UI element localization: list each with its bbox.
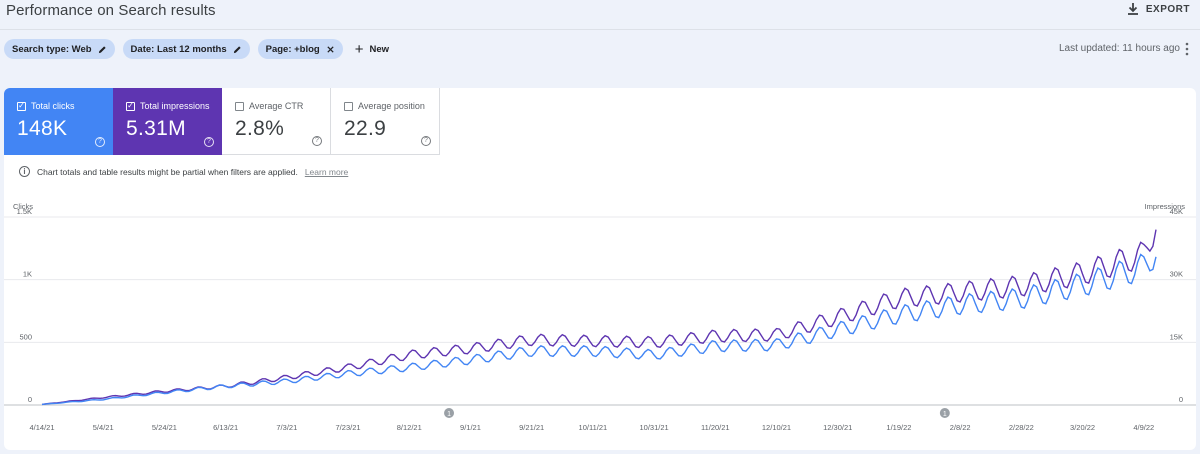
- y-left-axis-label: Clicks: [13, 202, 33, 211]
- x-tick-label: 8/12/21: [397, 423, 422, 432]
- metric-value: 5.31M: [126, 117, 186, 140]
- metric-label: Total clicks: [31, 101, 75, 111]
- annotation-marker: [939, 408, 950, 418]
- more-vert-icon[interactable]: [1182, 42, 1192, 56]
- y-left-tick-label: 0: [28, 395, 32, 404]
- y-right-tick-label: 0: [1179, 395, 1183, 404]
- x-tick-label: 9/1/21: [460, 423, 481, 432]
- metric-average-ctr[interactable]: Average CTR 2.8% ?: [222, 88, 331, 155]
- filter-chip-label: Date: Last 12 months: [130, 43, 227, 55]
- x-tick-label: 5/4/21: [93, 423, 114, 432]
- x-tick-label: 4/14/21: [29, 423, 54, 432]
- metric-label: Average CTR: [249, 101, 304, 111]
- metric-value: 148K: [17, 117, 68, 140]
- x-tick-label: 2/8/22: [950, 423, 971, 432]
- filter-chip-label: Search type: Web: [12, 43, 92, 55]
- annotation-marker-label: 1: [447, 411, 451, 418]
- x-tick-label: 2/28/22: [1009, 423, 1034, 432]
- notice-text: Chart totals and table results might be …: [37, 166, 298, 177]
- x-tick-label: 5/24/21: [152, 423, 177, 432]
- metric-header: ✓ Total impressions: [126, 101, 210, 111]
- close-icon[interactable]: [326, 45, 335, 54]
- x-tick-label: 10/11/21: [579, 423, 608, 432]
- metric-tabs: ✓ Total clicks 148K ? ✓ Total impression…: [4, 88, 440, 155]
- filter-chip-page[interactable]: Page: +blog: [257, 39, 343, 59]
- help-icon[interactable]: ?: [312, 136, 322, 146]
- x-tick-label: 9/21/21: [519, 423, 544, 432]
- filter-chip-date[interactable]: Date: Last 12 months: [122, 39, 250, 59]
- help-icon[interactable]: ?: [204, 137, 214, 147]
- new-filter-label: New: [369, 43, 390, 55]
- y-left-tick-label: 500: [19, 332, 32, 341]
- filter-bar: Search type: Web Date: Last 12 months Pa…: [4, 39, 389, 59]
- y-left-tick-label: 1K: [23, 270, 32, 279]
- checkbox-checked-icon[interactable]: ✓: [126, 101, 135, 111]
- x-tick-label: 6/13/21: [213, 423, 238, 432]
- metric-value: 22.9: [344, 117, 387, 140]
- x-tick-label: 3/20/22: [1070, 423, 1095, 432]
- y-right-tick-label: 45K: [1170, 207, 1183, 216]
- performance-chart: 1.5K 45K 1K 30K 500 15K 0 0 Clicks Impressions 4/1…: [4, 202, 1196, 432]
- pencil-icon[interactable]: [233, 45, 242, 54]
- filter-chip-label: Page: +blog: [265, 43, 320, 55]
- top-bar: Performance on Search results EXPORT: [0, 0, 1200, 30]
- series-line-impressions: [41, 229, 1157, 406]
- export-label: EXPORT: [1145, 3, 1190, 15]
- info-icon: i: [19, 166, 30, 177]
- performance-card: 1.5K 45K 1K 30K 500 15K 0 0 Clicks Impressions 4/1…: [4, 88, 1196, 450]
- help-icon[interactable]: ?: [95, 137, 105, 147]
- x-tick-label: 12/30/21: [823, 423, 852, 432]
- annotation-marker-label: 1: [943, 411, 947, 418]
- metric-label: Average position: [358, 101, 425, 111]
- page-title: Performance on Search results: [6, 2, 216, 19]
- metric-label: Total impressions: [140, 101, 210, 111]
- plus-icon: +: [354, 40, 364, 58]
- x-tick-label: 11/20/21: [701, 423, 730, 432]
- metric-header: Average CTR: [235, 101, 303, 111]
- download-icon: [1127, 3, 1138, 15]
- metric-total-clicks[interactable]: ✓ Total clicks 148K ?: [4, 88, 113, 155]
- learn-more-link[interactable]: Learn more: [304, 166, 349, 177]
- x-tick-label: 10/31/21: [639, 423, 668, 432]
- y-right-tick-label: 30K: [1170, 270, 1183, 279]
- x-tick-label: 7/3/21: [276, 423, 297, 432]
- pencil-icon[interactable]: [98, 45, 107, 54]
- help-icon[interactable]: ?: [421, 136, 431, 146]
- series-line-clicks: [41, 253, 1157, 406]
- y-right-axis-label: Impressions: [1145, 202, 1186, 211]
- y-right-tick-label: 15K: [1170, 332, 1183, 341]
- x-tick-label: 1/19/22: [886, 423, 911, 432]
- checkbox-checked-icon[interactable]: ✓: [17, 101, 26, 111]
- x-tick-label: 12/10/21: [762, 423, 791, 432]
- partial-results-notice: i Chart totals and table results might b…: [19, 166, 348, 177]
- metric-average-position[interactable]: Average position 22.9 ?: [331, 88, 440, 155]
- checkbox-unchecked-icon[interactable]: [344, 101, 353, 111]
- last-updated-text: Last updated: 11 hours ago: [1058, 43, 1180, 54]
- metric-header: Average position: [344, 101, 425, 111]
- export-button[interactable]: EXPORT: [1126, 2, 1190, 16]
- new-filter-button[interactable]: + New: [355, 42, 389, 57]
- x-tick-label: 4/9/22: [1133, 423, 1154, 432]
- metric-header: ✓ Total clicks: [17, 101, 75, 111]
- filter-chip-search-type[interactable]: Search type: Web: [4, 39, 115, 59]
- metric-value: 2.8%: [235, 117, 285, 140]
- y-left-tick-label: 1.5K: [17, 207, 32, 216]
- checkbox-unchecked-icon[interactable]: [235, 101, 244, 111]
- x-tick-label: 7/23/21: [336, 423, 361, 432]
- annotation-marker: [444, 408, 455, 418]
- metric-total-impressions[interactable]: ✓ Total impressions 5.31M ?: [113, 88, 222, 155]
